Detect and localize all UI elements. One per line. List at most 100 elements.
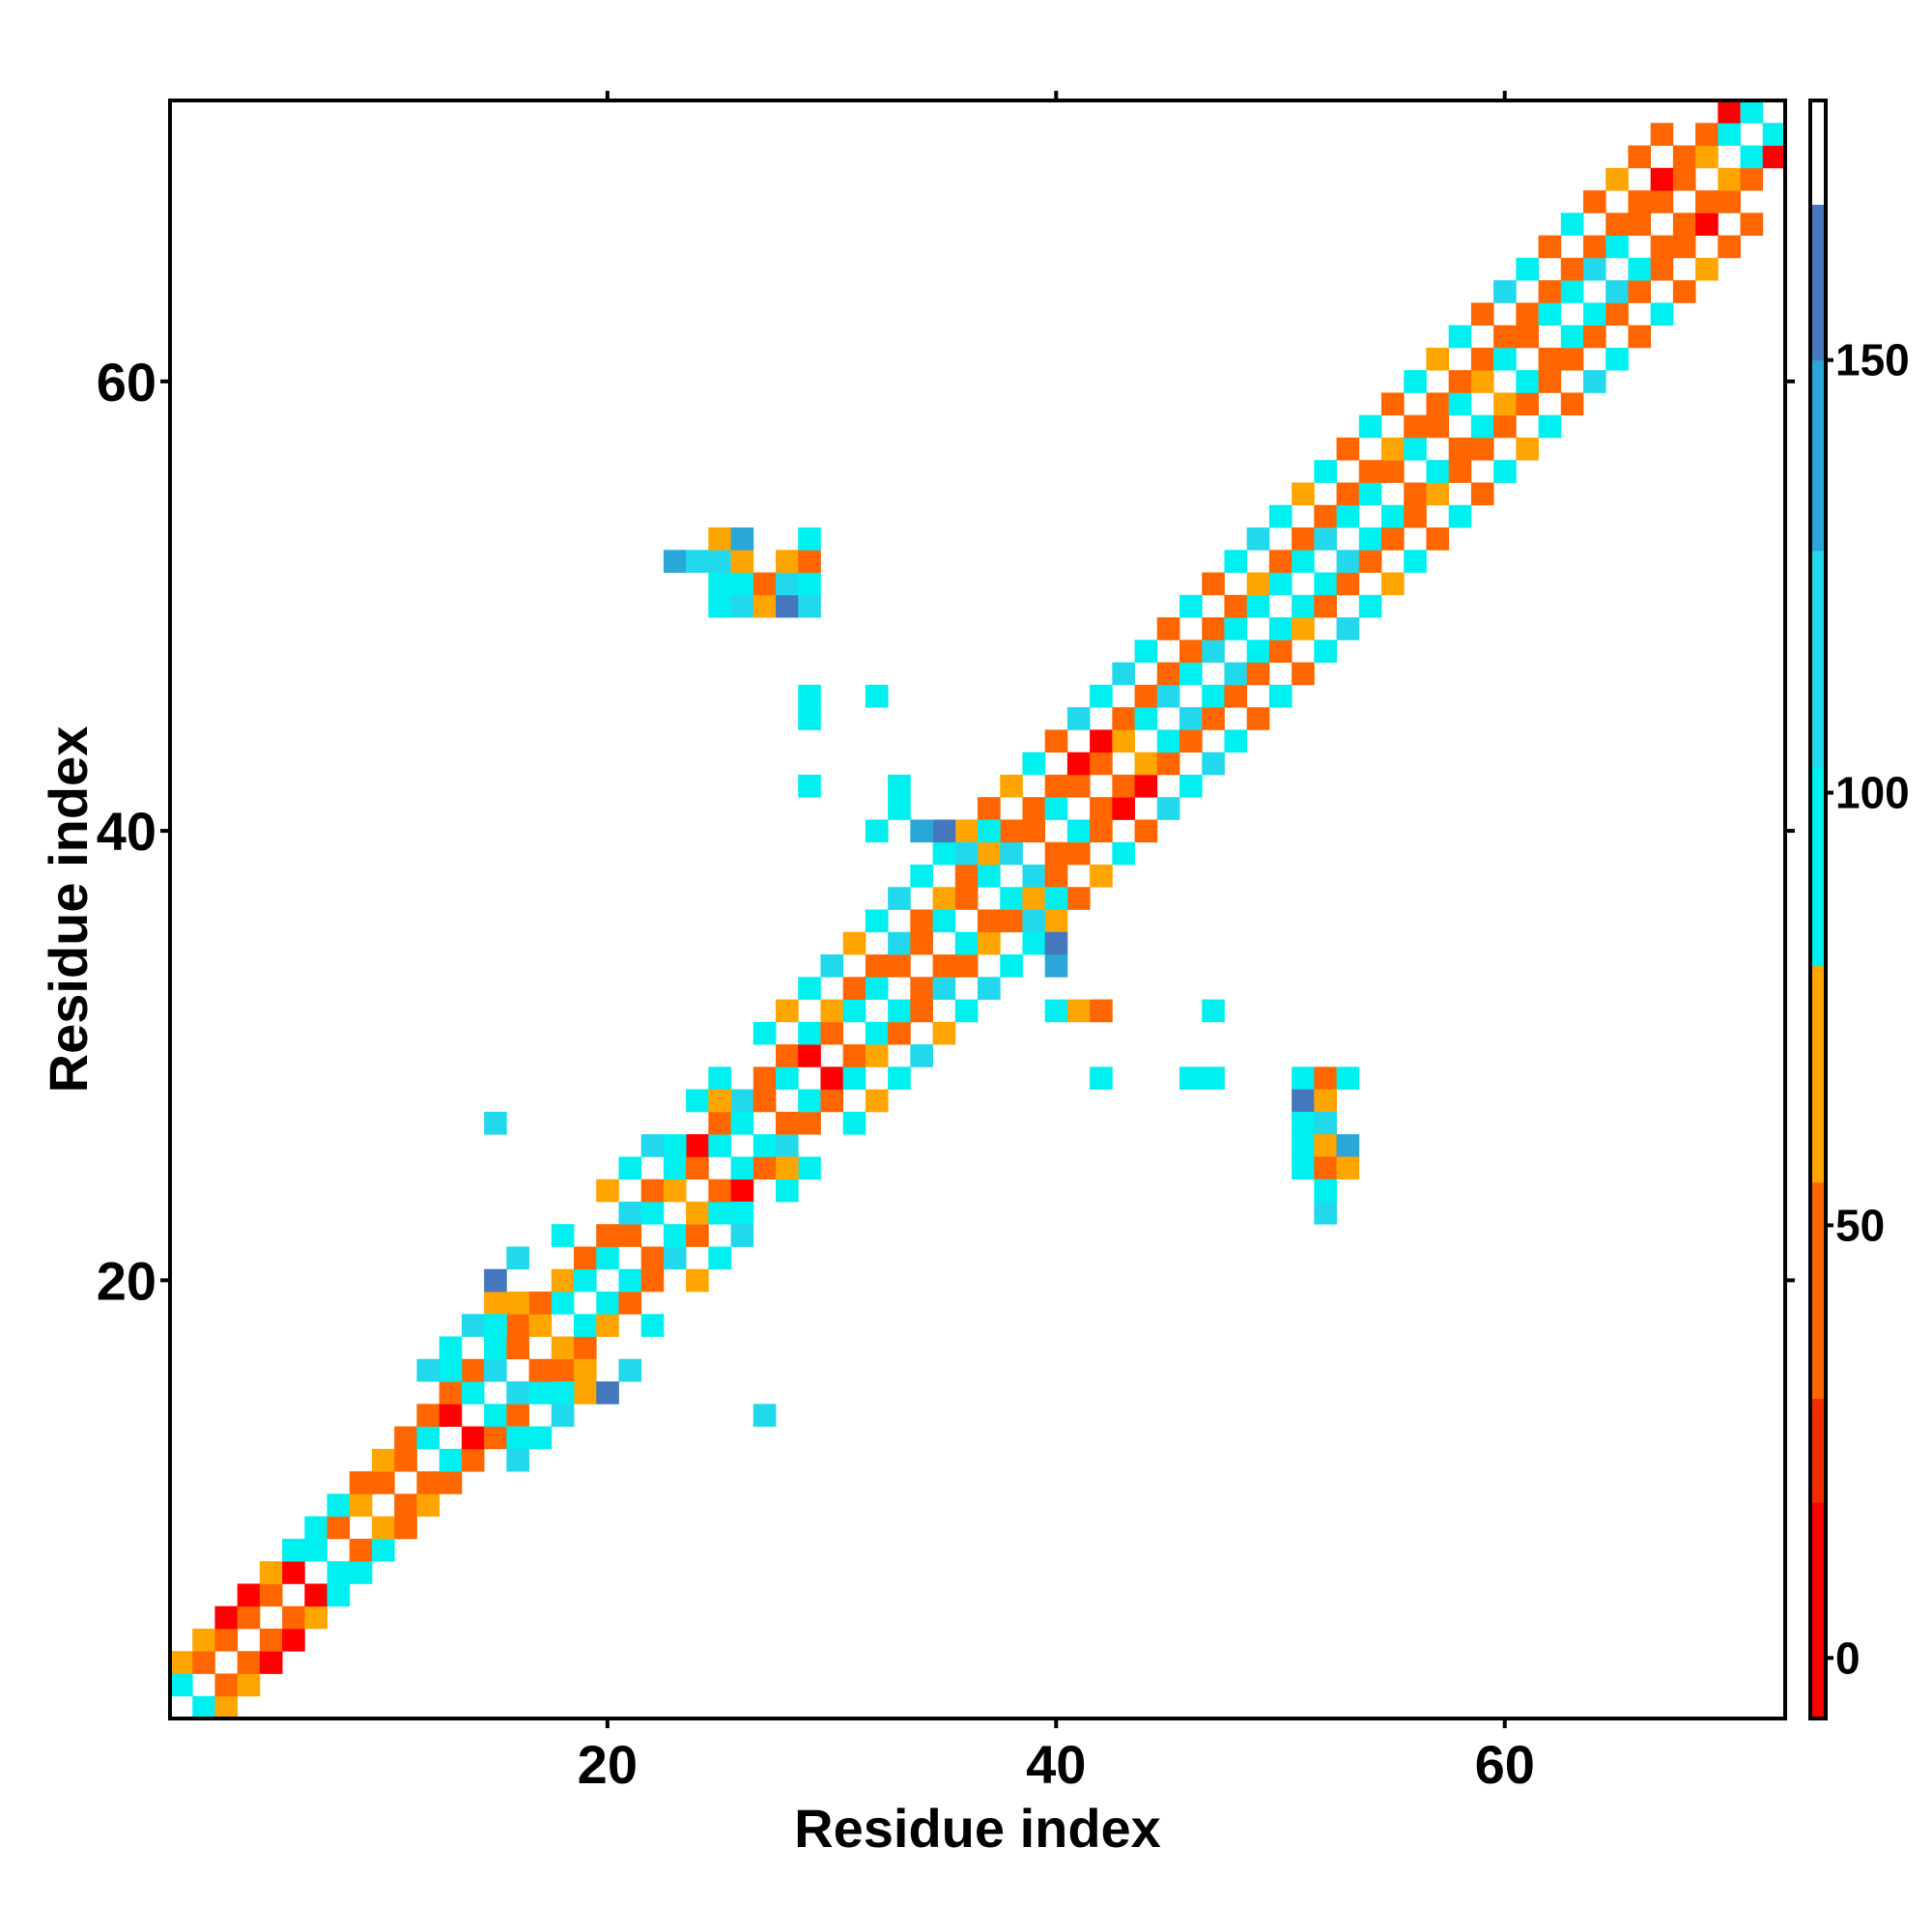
heatmap-cell <box>1381 392 1405 416</box>
heatmap-cell <box>1224 617 1248 640</box>
heatmap-cell <box>1179 594 1203 618</box>
colorbar-band <box>1810 1502 1826 1719</box>
colorbar-band <box>1810 766 1826 967</box>
heatmap-cell <box>259 1561 283 1584</box>
heatmap-cell <box>1650 167 1674 191</box>
heatmap-cell <box>1628 257 1652 281</box>
heatmap-cell <box>910 909 933 933</box>
heatmap-cell <box>1695 257 1719 281</box>
heatmap-cell <box>1650 123 1674 146</box>
heatmap-cell <box>1516 437 1539 461</box>
heatmap-cell <box>1448 504 1472 528</box>
heatmap-cell <box>1672 213 1696 236</box>
heatmap-cell <box>574 1358 597 1382</box>
y-tick-label: 60 <box>97 352 156 412</box>
heatmap-cell <box>484 1336 507 1360</box>
heatmap-cell <box>506 1404 529 1427</box>
heatmap-cell <box>1202 639 1225 663</box>
heatmap-cell <box>1448 460 1472 483</box>
heatmap-cell <box>349 1561 373 1584</box>
heatmap-cell <box>954 931 979 955</box>
heatmap-cell <box>1448 370 1472 393</box>
heatmap-cell <box>506 1291 529 1315</box>
heatmap-cell <box>1202 1066 1225 1091</box>
heatmap-cell <box>1583 370 1606 393</box>
heatmap-cell <box>1605 280 1629 303</box>
heatmap-cell <box>1000 774 1023 798</box>
heatmap-cell <box>1090 999 1113 1023</box>
heatmap-cell <box>1202 617 1225 640</box>
heatmap-cell <box>1336 1156 1360 1180</box>
heatmap-cell <box>574 1381 597 1405</box>
heatmap-cell <box>528 1426 553 1450</box>
colorbar: 0 50 100 150 <box>1808 99 1910 1720</box>
x-tick-label: 20 <box>578 1734 638 1795</box>
heatmap-cell <box>1672 235 1696 259</box>
heatmap-cell <box>730 1179 754 1203</box>
heatmap-cell <box>1560 347 1584 371</box>
heatmap-cell <box>327 1493 351 1518</box>
heatmap-cell <box>259 1628 283 1652</box>
heatmap-cell <box>708 1066 731 1091</box>
heatmap-cell <box>1179 1066 1203 1091</box>
x-axis-title: Residue index <box>794 1798 1161 1859</box>
heatmap-cell <box>798 1021 821 1045</box>
heatmap-cell <box>640 1268 665 1293</box>
heatmap-cell <box>1470 414 1494 439</box>
heatmap-cell <box>865 977 889 1000</box>
heatmap-cell <box>416 1426 440 1450</box>
heatmap-cell <box>730 550 754 573</box>
heatmap-cell <box>954 887 979 910</box>
heatmap-cell <box>237 1673 261 1697</box>
heatmap-cell <box>1336 1066 1360 1091</box>
heatmap-cell <box>506 1246 529 1270</box>
heatmap-cell <box>484 1111 507 1135</box>
heatmap-cell <box>708 1179 731 1203</box>
heatmap-cell <box>798 1156 821 1180</box>
heatmap-cell <box>798 572 821 596</box>
heatmap-cell <box>1202 707 1225 730</box>
heatmap-cell <box>798 774 821 798</box>
heatmap-cell <box>978 931 1001 955</box>
heatmap-cell <box>439 1448 463 1472</box>
heatmap-cell <box>1336 1134 1360 1157</box>
heatmap-cell <box>776 1111 799 1135</box>
heatmap-cell <box>1066 774 1091 798</box>
heatmap-cell <box>1066 841 1091 866</box>
heatmap-cell <box>888 774 911 798</box>
heatmap-cell <box>865 1089 889 1113</box>
heatmap-cell <box>1044 909 1068 933</box>
heatmap-cell <box>574 1246 597 1270</box>
heatmap-cell <box>798 550 821 573</box>
heatmap-cell <box>1718 123 1741 146</box>
heatmap-cell <box>574 1336 597 1360</box>
heatmap-cell <box>439 1404 463 1427</box>
heatmap-cell <box>978 841 1001 866</box>
heatmap-cell <box>686 1201 709 1225</box>
heatmap-cell <box>618 1201 642 1225</box>
heatmap-cell <box>551 1336 575 1360</box>
heatmap-cell <box>596 1381 619 1405</box>
heatmap-cell <box>1448 325 1472 349</box>
heatmap-cell <box>888 999 911 1023</box>
heatmap-cell <box>1156 797 1180 820</box>
heatmap-cell <box>596 1291 619 1315</box>
heatmap-cell <box>1516 325 1539 349</box>
heatmap-cell <box>1650 235 1674 259</box>
heatmap-cell <box>1000 841 1023 866</box>
heatmap-cell <box>1090 1066 1113 1091</box>
heatmap-cell <box>798 707 821 730</box>
heatmap-cell <box>1156 729 1180 753</box>
heatmap-cell <box>1336 617 1360 640</box>
heatmap-cell <box>618 1224 642 1247</box>
heatmap-cell <box>640 1246 665 1270</box>
heatmap-cell <box>1358 414 1382 439</box>
y-tick-label: 20 <box>97 1250 156 1311</box>
heatmap-cell <box>484 1314 507 1337</box>
axis-ticks: 20 40 60 20 40 60 <box>97 91 1795 1795</box>
heatmap-cell <box>640 1201 665 1225</box>
heatmap-cell <box>484 1358 507 1382</box>
heatmap-cell <box>372 1448 395 1472</box>
heatmap-cell <box>730 572 754 596</box>
heatmap-cell <box>1246 594 1270 618</box>
